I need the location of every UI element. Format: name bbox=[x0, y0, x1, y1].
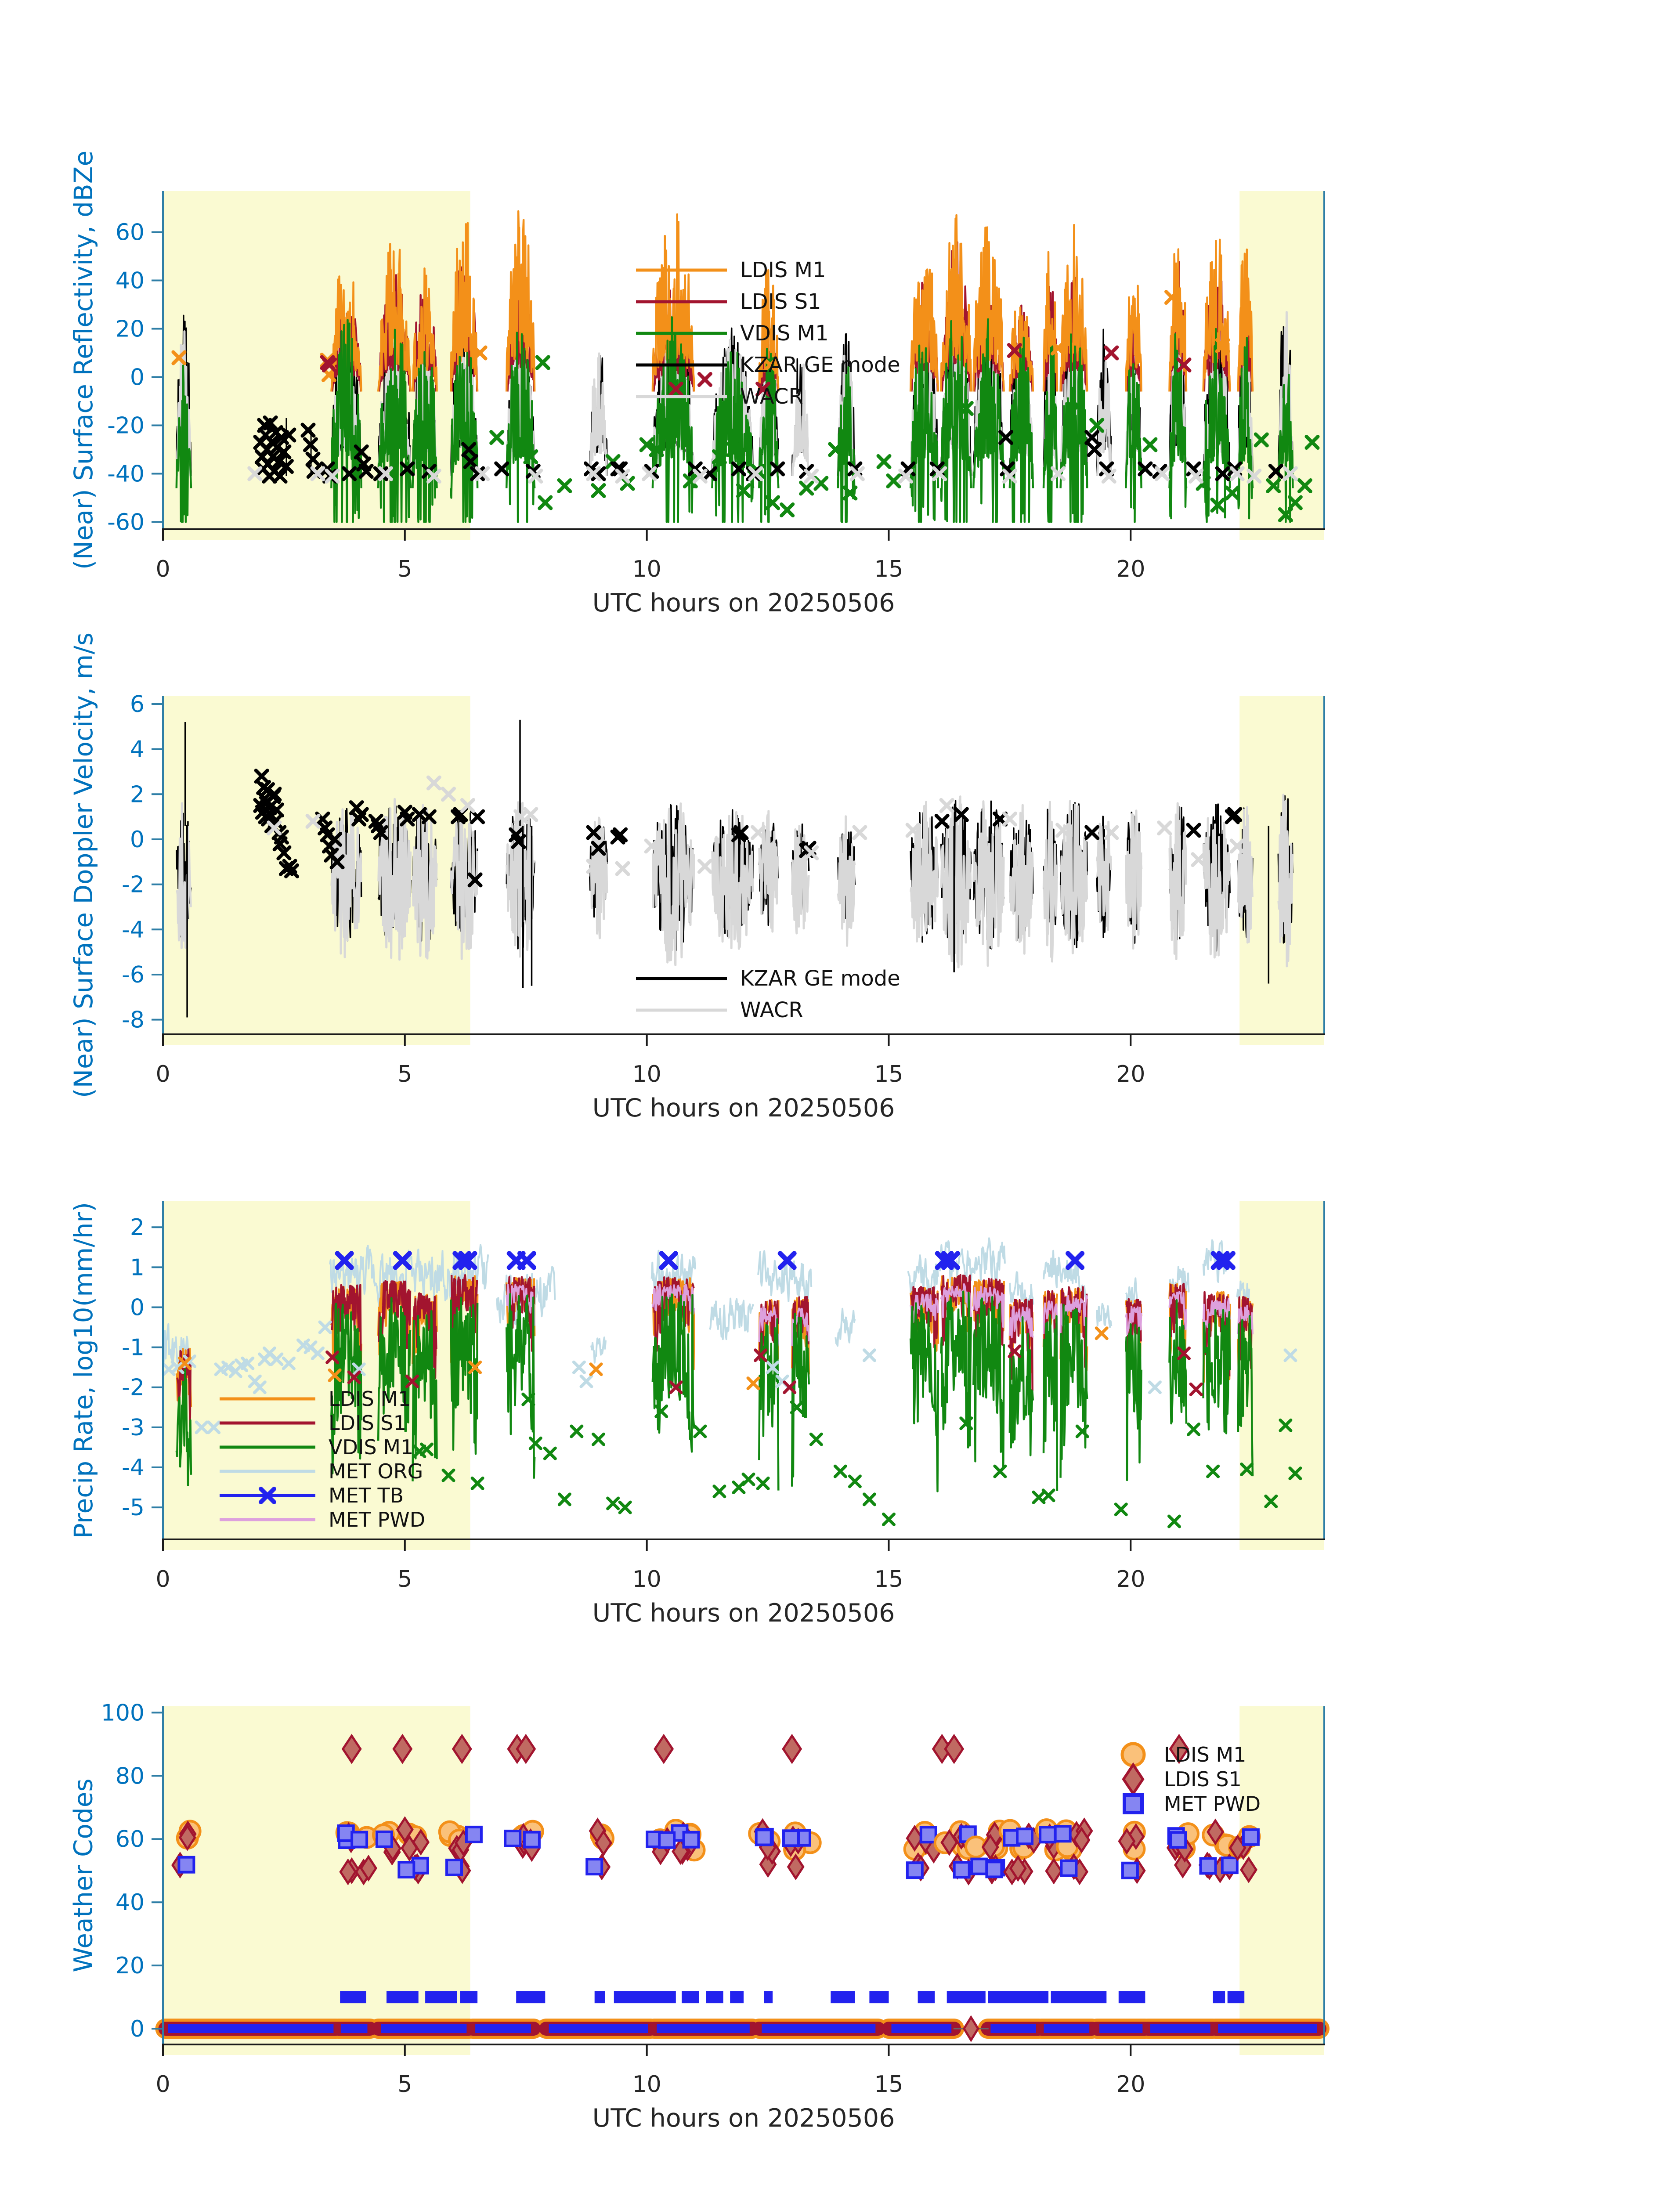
svg-text:40: 40 bbox=[116, 268, 145, 294]
svg-text:10: 10 bbox=[632, 1566, 661, 1593]
svg-text:0: 0 bbox=[155, 1061, 170, 1087]
svg-text:MET TB: MET TB bbox=[329, 1484, 404, 1507]
svg-text:0: 0 bbox=[130, 2016, 145, 2042]
svg-text:WACR: WACR bbox=[740, 998, 803, 1022]
svg-text:20: 20 bbox=[1116, 2071, 1145, 2098]
x-axis-label-panel4: UTC hours on 20250506 bbox=[592, 2104, 895, 2133]
svg-text:VDIS M1: VDIS M1 bbox=[740, 321, 829, 346]
axes-doppler: -8 -6 -4 -2 0 2 4 6 0 5 10 15 20 bbox=[122, 691, 1325, 1087]
svg-text:-6: -6 bbox=[122, 962, 145, 988]
svg-text:-3: -3 bbox=[122, 1415, 145, 1441]
svg-text:15: 15 bbox=[874, 556, 903, 582]
svg-text:-1: -1 bbox=[122, 1335, 145, 1361]
svg-text:15: 15 bbox=[874, 1566, 903, 1593]
svg-text:15: 15 bbox=[874, 1061, 903, 1087]
svg-text:0: 0 bbox=[130, 365, 145, 391]
axes-reflectivity: -60 -40 -20 0 20 40 60 0 5 10 15 20 bbox=[107, 191, 1325, 582]
svg-text:5: 5 bbox=[397, 2071, 412, 2098]
svg-text:-40: -40 bbox=[107, 461, 145, 488]
svg-text:0: 0 bbox=[155, 1566, 170, 1593]
svg-text:0: 0 bbox=[130, 827, 145, 853]
svg-text:6: 6 bbox=[130, 691, 145, 718]
axes-weather_codes: 0 20 40 60 80 100 0 5 10 15 20 bbox=[101, 1700, 1325, 2098]
svg-text:KZAR GE mode: KZAR GE mode bbox=[740, 966, 900, 991]
shaded-period bbox=[1239, 1706, 1324, 2055]
svg-text:5: 5 bbox=[397, 556, 412, 582]
svg-text:-4: -4 bbox=[122, 1455, 145, 1481]
svg-text:-4: -4 bbox=[122, 917, 145, 943]
svg-text:LDIS S1: LDIS S1 bbox=[1164, 1767, 1242, 1791]
legend-reflectivity: LDIS M1 LDIS S1 VDIS M1 KZAR GE mode WACR bbox=[636, 258, 900, 409]
svg-text:-2: -2 bbox=[122, 1375, 145, 1401]
svg-text:20: 20 bbox=[1116, 1061, 1145, 1087]
svg-text:40: 40 bbox=[116, 1889, 145, 1916]
series-weather-codes bbox=[155, 1734, 1330, 2042]
svg-text:1: 1 bbox=[130, 1254, 145, 1281]
svg-text:VDIS M1: VDIS M1 bbox=[329, 1435, 413, 1459]
svg-text:WACR: WACR bbox=[740, 384, 803, 409]
svg-text:-60: -60 bbox=[107, 509, 145, 536]
svg-text:-8: -8 bbox=[122, 1007, 145, 1033]
svg-text:20: 20 bbox=[116, 1953, 145, 1979]
svg-text:15: 15 bbox=[874, 2071, 903, 2098]
svg-text:MET PWD: MET PWD bbox=[1164, 1792, 1261, 1816]
svg-text:60: 60 bbox=[116, 1826, 145, 1853]
shaded-period bbox=[163, 1706, 470, 2055]
svg-text:2: 2 bbox=[130, 781, 145, 808]
svg-text:20: 20 bbox=[116, 316, 145, 343]
svg-text:20: 20 bbox=[1116, 1566, 1145, 1593]
svg-text:2: 2 bbox=[130, 1214, 145, 1241]
svg-text:LDIS M1: LDIS M1 bbox=[1164, 1743, 1246, 1766]
svg-text:80: 80 bbox=[116, 1763, 145, 1789]
svg-text:20: 20 bbox=[1116, 556, 1145, 582]
svg-text:LDIS M1: LDIS M1 bbox=[740, 258, 826, 282]
legend-doppler: KZAR GE mode WACR bbox=[636, 966, 900, 1022]
svg-text:5: 5 bbox=[397, 1566, 412, 1593]
svg-text:LDIS M1: LDIS M1 bbox=[329, 1387, 411, 1411]
svg-text:MET ORG: MET ORG bbox=[329, 1459, 423, 1483]
svg-text:-20: -20 bbox=[107, 413, 145, 439]
x-axis-label-panel1: UTC hours on 20250506 bbox=[592, 589, 895, 618]
svg-text:100: 100 bbox=[101, 1700, 145, 1726]
svg-text:4: 4 bbox=[130, 737, 145, 763]
svg-text:LDIS S1: LDIS S1 bbox=[329, 1411, 406, 1435]
shaded-period bbox=[1239, 1201, 1324, 1550]
series-doppler bbox=[176, 719, 1294, 1018]
svg-text:-5: -5 bbox=[122, 1495, 145, 1521]
svg-text:LDIS S1: LDIS S1 bbox=[740, 289, 821, 314]
series-reflectivity bbox=[171, 210, 1320, 523]
svg-text:KZAR GE mode: KZAR GE mode bbox=[740, 353, 900, 377]
svg-text:10: 10 bbox=[632, 2071, 661, 2098]
series-precip-rate bbox=[162, 1237, 1302, 1528]
svg-text:0: 0 bbox=[155, 2071, 170, 2098]
svg-text:MET PWD: MET PWD bbox=[329, 1508, 425, 1531]
svg-text:-2: -2 bbox=[122, 872, 145, 898]
svg-text:10: 10 bbox=[632, 1061, 661, 1087]
svg-text:5: 5 bbox=[397, 1061, 412, 1087]
svg-text:10: 10 bbox=[632, 556, 661, 582]
svg-text:0: 0 bbox=[155, 556, 170, 582]
svg-text:60: 60 bbox=[116, 220, 145, 246]
svg-text:0: 0 bbox=[130, 1294, 145, 1321]
x-axis-label-panel2: UTC hours on 20250506 bbox=[592, 1094, 895, 1123]
x-axis-label-panel3: UTC hours on 20250506 bbox=[592, 1599, 895, 1628]
